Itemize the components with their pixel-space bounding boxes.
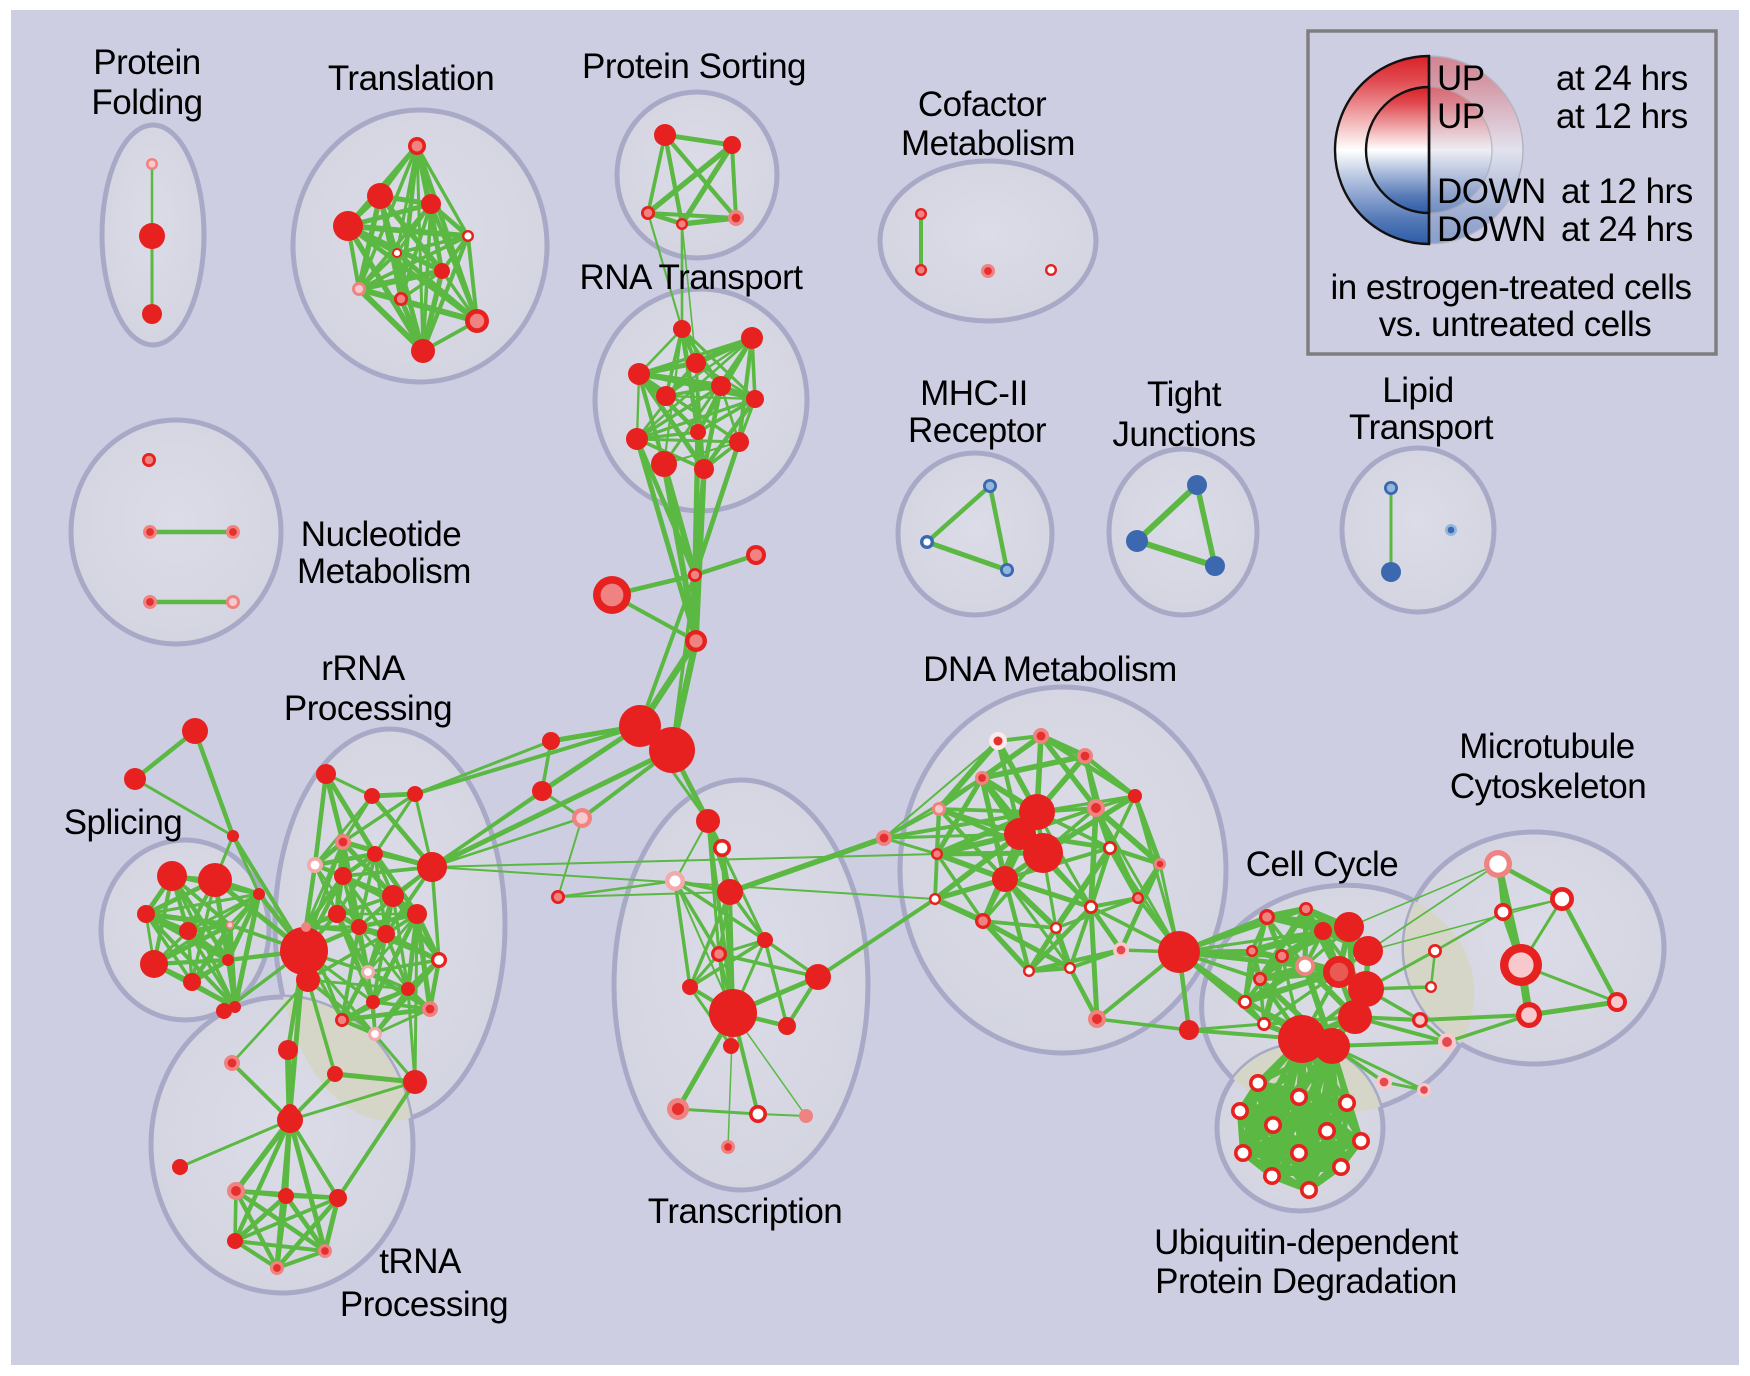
svg-text:Metabolism: Metabolism	[297, 552, 471, 591]
svg-text:Nucleotide: Nucleotide	[301, 515, 461, 554]
svg-text:Lipid: Lipid	[1382, 371, 1453, 410]
svg-text:Protein Degradation: Protein Degradation	[1155, 1262, 1457, 1301]
svg-text:Protein: Protein	[93, 43, 200, 82]
svg-text:Tight: Tight	[1147, 375, 1222, 414]
svg-text:Cofactor: Cofactor	[918, 85, 1047, 124]
svg-text:tRNA: tRNA	[379, 1242, 462, 1281]
svg-text:rRNA: rRNA	[321, 649, 406, 688]
svg-text:Junctions: Junctions	[1112, 415, 1255, 454]
svg-text:Transport: Transport	[1349, 408, 1494, 447]
svg-text:Transcription: Transcription	[648, 1192, 843, 1231]
svg-text:Microtubule: Microtubule	[1459, 727, 1634, 766]
svg-text:Metabolism: Metabolism	[901, 124, 1075, 163]
svg-text:DOWN: DOWN	[1437, 172, 1546, 211]
svg-text:Receptor: Receptor	[908, 411, 1047, 450]
svg-text:in estrogen-treated cells: in estrogen-treated cells	[1330, 268, 1691, 307]
svg-text:Cytoskeleton: Cytoskeleton	[1450, 767, 1646, 806]
svg-text:at 24 hrs: at 24 hrs	[1556, 59, 1688, 98]
svg-text:Ubiquitin-dependent: Ubiquitin-dependent	[1154, 1223, 1459, 1262]
svg-text:Translation: Translation	[328, 59, 494, 98]
svg-text:UP: UP	[1437, 97, 1485, 136]
svg-text:UP: UP	[1437, 59, 1485, 98]
svg-text:Protein Sorting: Protein Sorting	[582, 47, 806, 86]
svg-text:at 24 hrs: at 24 hrs	[1561, 210, 1693, 249]
svg-text:MHC-II: MHC-II	[920, 374, 1028, 413]
svg-text:Cell Cycle: Cell Cycle	[1246, 845, 1399, 884]
svg-text:at 12 hrs: at 12 hrs	[1556, 97, 1688, 136]
svg-text:at 12 hrs: at 12 hrs	[1561, 172, 1693, 211]
svg-text:Processing: Processing	[284, 689, 452, 728]
svg-text:DOWN: DOWN	[1437, 210, 1546, 249]
svg-text:Splicing: Splicing	[64, 803, 183, 842]
svg-text:DNA Metabolism: DNA Metabolism	[923, 650, 1177, 689]
svg-text:RNA Transport: RNA Transport	[579, 258, 803, 297]
svg-text:vs. untreated cells: vs. untreated cells	[1379, 305, 1652, 344]
svg-text:Processing: Processing	[340, 1285, 508, 1324]
svg-text:Folding: Folding	[91, 83, 202, 122]
